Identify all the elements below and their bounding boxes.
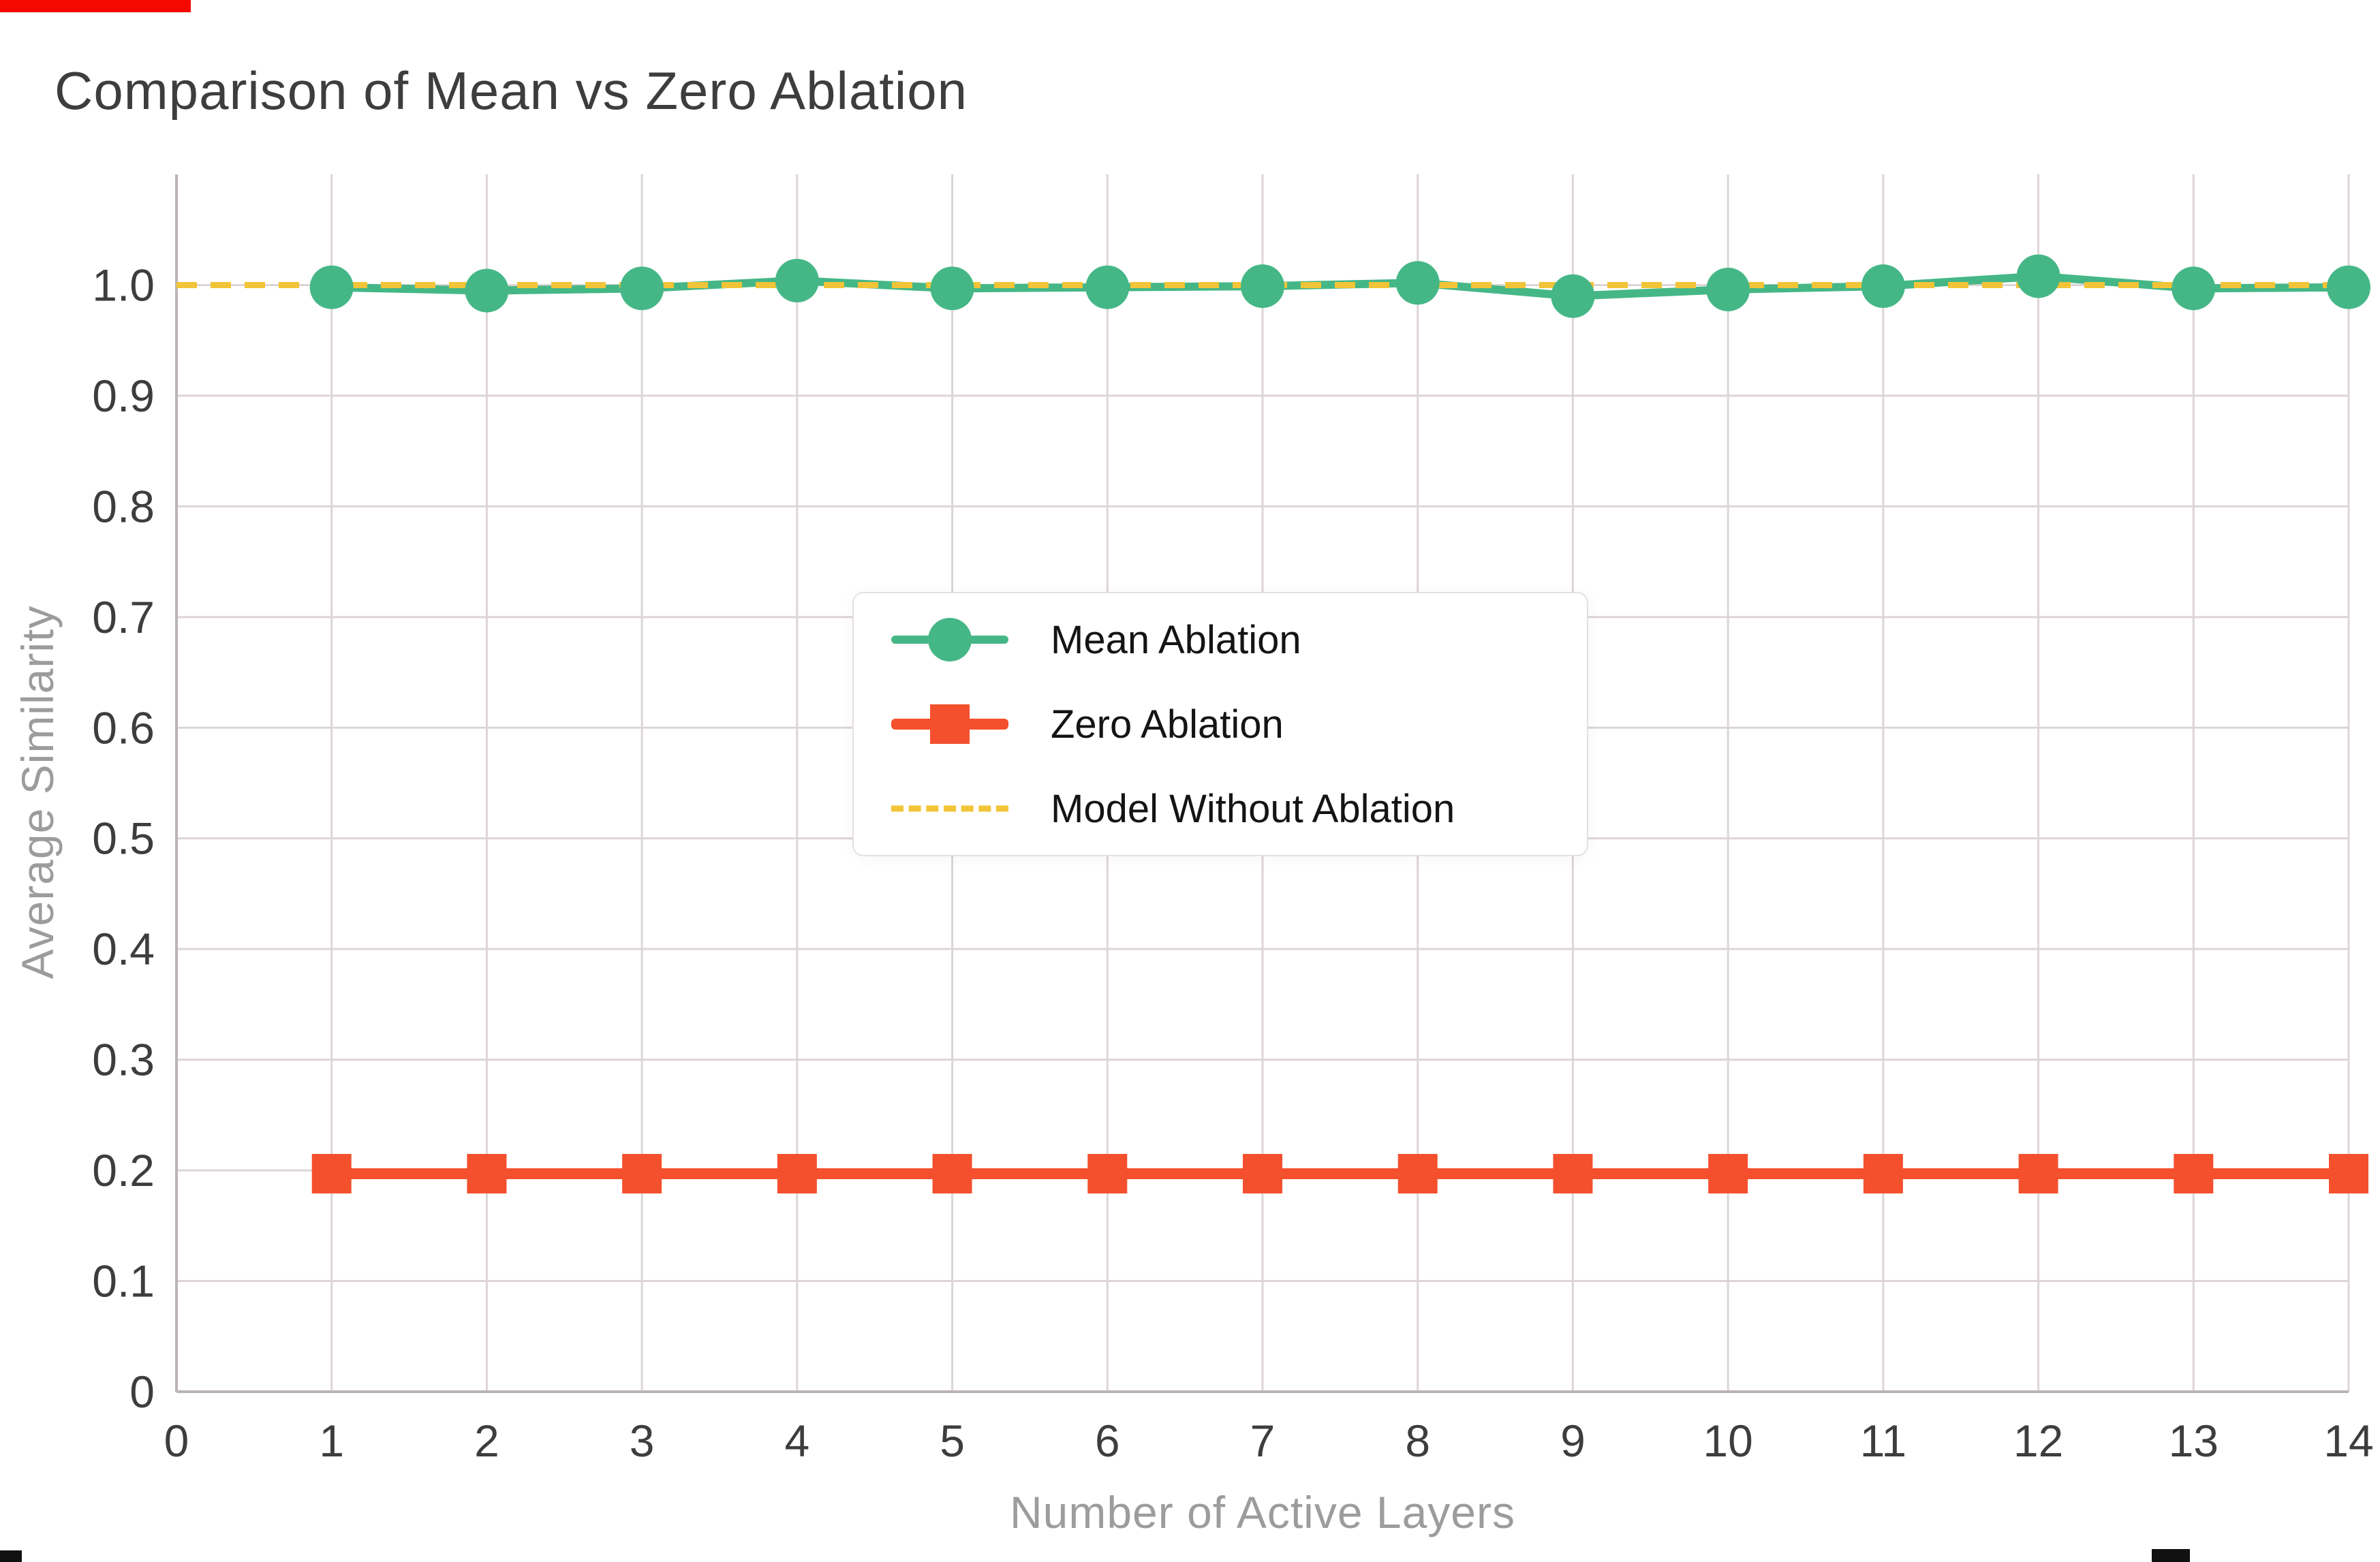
mean-ablation-marker: [1861, 264, 1905, 309]
x-tick-label: 14: [2323, 1416, 2373, 1466]
mean-ablation-marker: [1085, 265, 1130, 309]
mean-ablation-marker: [1706, 267, 1750, 311]
y-tick-label: 1.0: [92, 260, 155, 310]
zero-ablation-marker: [932, 1153, 972, 1193]
mean-ablation-marker: [620, 266, 664, 311]
x-tick-label: 10: [1703, 1416, 1752, 1466]
legend-label-model-without-ablation: Model Without Ablation: [1051, 786, 1455, 831]
zero-ablation-marker: [2329, 1153, 2368, 1193]
mean-ablation-marker: [1395, 261, 1440, 305]
chart-title: Comparison of Mean vs Zero Ablation: [55, 61, 968, 121]
x-axis-title: Number of Active Layers: [1010, 1487, 1515, 1537]
zero-ablation-marker: [1243, 1153, 1282, 1193]
y-tick-label: 0.8: [92, 481, 155, 531]
x-tick-label: 2: [474, 1416, 499, 1466]
top-left-red-bar-artifact: [0, 0, 191, 12]
mean-ablation-line-marker-icon: [891, 616, 1008, 663]
y-tick-label: 0.5: [92, 813, 155, 864]
zero-ablation-marker: [1397, 1153, 1438, 1193]
mean-ablation-marker: [1551, 274, 1595, 318]
mean-ablation-marker: [930, 266, 974, 311]
zero-ablation-marker: [1553, 1153, 1593, 1193]
y-tick-label: 0: [129, 1366, 155, 1417]
legend-label-mean-ablation: Mean Ablation: [1051, 617, 1301, 662]
y-tick-label: 0.1: [92, 1256, 155, 1307]
x-tick-label: 8: [1405, 1416, 1430, 1466]
x-tick-label: 13: [2169, 1416, 2219, 1466]
legend: Mean Ablation Zero Ablation Model Withou…: [852, 592, 1588, 856]
zero-ablation-marker: [467, 1153, 507, 1193]
mean-ablation-marker: [775, 258, 819, 302]
legend-label-zero-ablation: Zero Ablation: [1051, 702, 1284, 747]
y-tick-label: 0.7: [92, 592, 155, 642]
zero-ablation-marker: [622, 1153, 662, 1193]
x-tick-label: 7: [1250, 1416, 1276, 1466]
zero-ablation-marker: [1087, 1153, 1128, 1193]
mean-ablation-marker: [2016, 254, 2060, 298]
y-tick-label: 0.3: [92, 1035, 155, 1085]
x-tick-label: 11: [1860, 1416, 1907, 1466]
legend-item-mean-ablation: Mean Ablation: [854, 597, 1587, 682]
zero-ablation-marker: [777, 1153, 817, 1193]
zero-ablation-marker: [2174, 1153, 2214, 1193]
y-tick-label: 0.6: [92, 702, 155, 753]
zero-ablation-marker: [2018, 1153, 2058, 1193]
x-tick-label: 6: [1095, 1416, 1120, 1466]
x-tick-label: 12: [2013, 1416, 2063, 1466]
y-axis-title: Average Similarity: [12, 605, 63, 980]
zero-ablation-marker: [1708, 1153, 1748, 1193]
mean-ablation-marker: [309, 265, 354, 309]
legend-item-zero-ablation: Zero Ablation: [854, 682, 1587, 766]
zero-ablation-line-marker-icon: [891, 700, 1008, 748]
mean-ablation-marker: [2327, 265, 2370, 309]
zero-ablation-marker: [311, 1153, 352, 1193]
bottom-right-mark-artifact: [2152, 1549, 2190, 1562]
x-tick-label: 4: [784, 1416, 809, 1466]
mean-ablation-marker: [465, 268, 509, 313]
bottom-left-mark-artifact: [0, 1550, 22, 1562]
x-tick-label: 3: [630, 1416, 655, 1466]
model-without-ablation-dashed-line-icon: [891, 785, 1008, 832]
y-tick-label: 0.9: [92, 371, 155, 421]
y-tick-label: 0.2: [92, 1145, 155, 1196]
x-tick-label: 5: [940, 1416, 965, 1466]
legend-item-model-without-ablation: Model Without Ablation: [854, 766, 1587, 851]
mean-ablation-marker: [1241, 264, 1284, 309]
x-tick-label: 9: [1560, 1416, 1586, 1466]
mean-ablation-marker: [2172, 266, 2216, 311]
x-tick-label: 1: [319, 1416, 344, 1466]
y-tick-label: 0.4: [92, 924, 155, 974]
zero-ablation-marker: [1863, 1153, 1903, 1193]
x-tick-label: 0: [164, 1416, 189, 1466]
